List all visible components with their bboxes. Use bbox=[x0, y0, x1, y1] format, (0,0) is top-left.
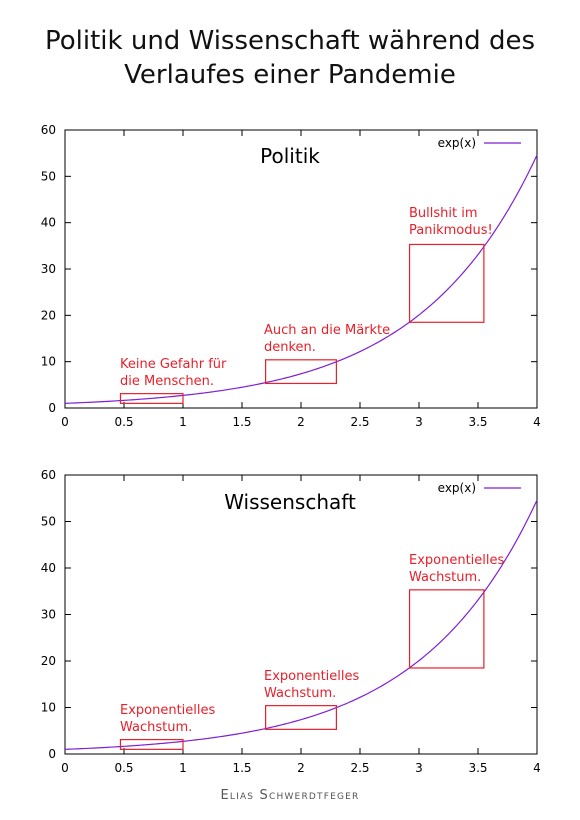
chart-2-annotation-box bbox=[119, 738, 184, 750]
chart-2-x-tick-label: 0 bbox=[61, 761, 69, 775]
chart-2-x-tick-label: 1.5 bbox=[232, 761, 251, 775]
chart-1-annotation-box bbox=[265, 359, 338, 385]
chart-2-x-tick-label: 1 bbox=[179, 761, 187, 775]
chart-2-title: Wissenschaft bbox=[224, 490, 356, 514]
chart-2-x-tick-label: 4 bbox=[533, 761, 541, 775]
chart-2-x-tick-label: 0.5 bbox=[114, 761, 133, 775]
chart-2-legend-label: exp(x) bbox=[438, 481, 476, 495]
chart-1-annotation-label: Bullshit im bbox=[409, 206, 478, 221]
chart-1-annotation-label: Keine Gefahr für bbox=[120, 357, 227, 372]
chart-2-x-tick-label: 3.5 bbox=[468, 761, 487, 775]
chart-2-y-tick-label: 20 bbox=[41, 654, 56, 668]
chart-2-y-tick-label: 10 bbox=[41, 701, 56, 715]
chart-1-x-tick-label: 4 bbox=[533, 415, 541, 429]
chart-1-y-tick-label: 50 bbox=[41, 169, 56, 183]
chart-1-annotation-label: Auch an die Märkte bbox=[264, 323, 390, 338]
chart-1-annotation-box bbox=[119, 393, 184, 404]
chart-2-annotation-label: Wachstum. bbox=[120, 720, 192, 735]
chart-2-annotation-label: Wachstum. bbox=[264, 686, 336, 701]
chart-2-annotation-label: Exponentielles bbox=[120, 703, 216, 718]
chart-2-x-tick-label: 2 bbox=[297, 761, 305, 775]
chart-1-y-tick-label: 20 bbox=[41, 308, 56, 322]
chart-1-legend-label: exp(x) bbox=[438, 136, 476, 150]
author-credit: Elias Schwerdtfeger bbox=[220, 788, 360, 803]
chart-1-series-exp bbox=[64, 154, 538, 404]
chart-2-y-tick-label: 30 bbox=[41, 608, 56, 622]
chart-2-annotation-box bbox=[265, 705, 338, 730]
chart-2-series-exp bbox=[64, 499, 538, 750]
chart-2-x-tick-label: 3 bbox=[415, 761, 423, 775]
chart-1-x-tick-label: 0 bbox=[61, 415, 69, 429]
chart-1-annotation-label: die Menschen. bbox=[120, 374, 214, 389]
chart-2-y-tick-label: 40 bbox=[41, 561, 56, 575]
chart-2-y-tick-label: 60 bbox=[41, 468, 56, 482]
page-title-line-1: Politik und Wissenschaft während des bbox=[45, 26, 535, 56]
chart-2-annotation-label: Exponentielles bbox=[264, 669, 360, 684]
chart-1-annotation-label: denken. bbox=[264, 340, 316, 355]
chart-1-annotation-box bbox=[408, 243, 485, 323]
chart-1-x-tick-label: 1.5 bbox=[232, 415, 251, 429]
chart-1-y-tick-label: 0 bbox=[48, 401, 56, 415]
chart-1-x-tick-label: 3.5 bbox=[468, 415, 487, 429]
chart-1-x-tick-label: 1 bbox=[179, 415, 187, 429]
chart-1-annotation-label: Panikmodus! bbox=[409, 223, 493, 238]
chart-2-annotation-box bbox=[408, 589, 485, 669]
chart-1-x-tick-label: 2.5 bbox=[350, 415, 369, 429]
chart-1-x-tick-label: 2 bbox=[297, 415, 305, 429]
chart-2-annotation-label: Wachstum. bbox=[409, 570, 481, 585]
chart-1-x-tick-label: 3 bbox=[415, 415, 423, 429]
chart-1-x-tick-label: 0.5 bbox=[114, 415, 133, 429]
chart-2-y-tick-label: 50 bbox=[41, 515, 56, 529]
page-title: Politik und Wissenschaft während des Ver… bbox=[0, 24, 580, 92]
chart-1-title: Politik bbox=[260, 144, 320, 168]
chart-2-x-tick-label: 2.5 bbox=[350, 761, 369, 775]
page-title-line-2: Verlaufes einer Pandemie bbox=[124, 60, 456, 90]
chart-1-y-tick-label: 60 bbox=[41, 123, 56, 137]
chart-1-y-tick-label: 30 bbox=[41, 262, 56, 276]
chart-1-y-tick-label: 10 bbox=[41, 355, 56, 369]
chart-2-y-tick-label: 0 bbox=[48, 747, 56, 761]
chart-2-annotation-label: Exponentielles bbox=[409, 553, 505, 568]
chart-1-y-tick-label: 40 bbox=[41, 216, 56, 230]
